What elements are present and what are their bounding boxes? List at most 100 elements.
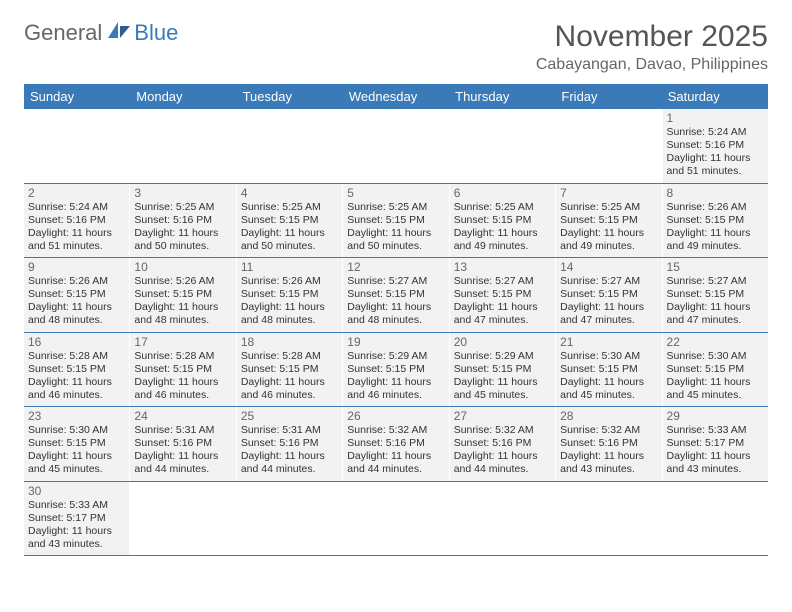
day-cell: 18Sunrise: 5:28 AMSunset: 5:15 PMDayligh… <box>237 333 343 407</box>
day-info-line: and 45 minutes. <box>454 389 551 402</box>
day-number: 10 <box>134 260 231 274</box>
day-info-line: Sunrise: 5:31 AM <box>134 424 231 437</box>
day-cell: 14Sunrise: 5:27 AMSunset: 5:15 PMDayligh… <box>556 258 662 332</box>
day-number: 9 <box>28 260 125 274</box>
day-cell: 23Sunrise: 5:30 AMSunset: 5:15 PMDayligh… <box>24 407 130 481</box>
weekday-header-row: SundayMondayTuesdayWednesdayThursdayFrid… <box>24 84 768 109</box>
day-info-line: Daylight: 11 hours <box>28 301 125 314</box>
day-info-line: and 44 minutes. <box>134 463 231 476</box>
day-number: 20 <box>454 335 551 349</box>
day-info-line: and 50 minutes. <box>241 240 338 253</box>
day-cell: 25Sunrise: 5:31 AMSunset: 5:16 PMDayligh… <box>237 407 343 481</box>
day-info-line: Sunset: 5:15 PM <box>454 288 551 301</box>
day-info-line: Sunrise: 5:26 AM <box>28 275 125 288</box>
day-info-line: Sunrise: 5:25 AM <box>134 201 231 214</box>
day-info-line: Sunrise: 5:27 AM <box>347 275 444 288</box>
day-number: 8 <box>667 186 764 200</box>
day-info-line: Sunset: 5:16 PM <box>667 139 764 152</box>
empty-cell <box>450 109 556 183</box>
week-row: 1Sunrise: 5:24 AMSunset: 5:16 PMDaylight… <box>24 109 768 184</box>
day-info-line: Sunset: 5:17 PM <box>667 437 764 450</box>
day-info-line: Sunset: 5:15 PM <box>241 288 338 301</box>
weekday-header: Saturday <box>662 84 768 109</box>
day-info-line: Daylight: 11 hours <box>134 301 231 314</box>
day-info-line: Sunset: 5:15 PM <box>28 437 125 450</box>
day-info-line: Sunset: 5:16 PM <box>347 437 444 450</box>
day-info-line: Sunrise: 5:25 AM <box>560 201 657 214</box>
day-info-line: Sunrise: 5:32 AM <box>560 424 657 437</box>
day-cell: 13Sunrise: 5:27 AMSunset: 5:15 PMDayligh… <box>450 258 556 332</box>
day-cell: 21Sunrise: 5:30 AMSunset: 5:15 PMDayligh… <box>556 333 662 407</box>
day-number: 21 <box>560 335 657 349</box>
day-info-line: Daylight: 11 hours <box>560 376 657 389</box>
day-info-line: Sunrise: 5:25 AM <box>454 201 551 214</box>
day-info-line: Daylight: 11 hours <box>560 450 657 463</box>
day-info-line: and 51 minutes. <box>667 165 764 178</box>
day-info-line: Sunset: 5:15 PM <box>667 288 764 301</box>
day-info-line: and 48 minutes. <box>134 314 231 327</box>
day-info-line: Sunrise: 5:33 AM <box>28 499 125 512</box>
empty-cell <box>24 109 130 183</box>
day-info-line: Sunset: 5:16 PM <box>134 437 231 450</box>
day-info-line: Sunset: 5:15 PM <box>28 288 125 301</box>
day-info-line: Daylight: 11 hours <box>667 152 764 165</box>
day-info-line: and 45 minutes. <box>28 463 125 476</box>
week-row: 9Sunrise: 5:26 AMSunset: 5:15 PMDaylight… <box>24 258 768 333</box>
day-cell: 7Sunrise: 5:25 AMSunset: 5:15 PMDaylight… <box>556 184 662 258</box>
day-info-line: Sunset: 5:15 PM <box>347 288 444 301</box>
day-info-line: Sunset: 5:16 PM <box>454 437 551 450</box>
day-cell: 24Sunrise: 5:31 AMSunset: 5:16 PMDayligh… <box>130 407 236 481</box>
day-info-line: and 49 minutes. <box>454 240 551 253</box>
day-info-line: Sunrise: 5:31 AM <box>241 424 338 437</box>
calendar: SundayMondayTuesdayWednesdayThursdayFrid… <box>24 84 768 556</box>
day-info-line: and 49 minutes. <box>667 240 764 253</box>
day-info-line: Sunset: 5:15 PM <box>667 214 764 227</box>
location-subtitle: Cabayangan, Davao, Philippines <box>536 56 768 74</box>
day-cell: 10Sunrise: 5:26 AMSunset: 5:15 PMDayligh… <box>130 258 236 332</box>
day-info-line: and 47 minutes. <box>454 314 551 327</box>
day-info-line: Daylight: 11 hours <box>560 227 657 240</box>
day-info-line: Sunrise: 5:27 AM <box>454 275 551 288</box>
day-number: 2 <box>28 186 125 200</box>
day-cell: 29Sunrise: 5:33 AMSunset: 5:17 PMDayligh… <box>663 407 768 481</box>
day-info-line: Daylight: 11 hours <box>347 450 444 463</box>
day-info-line: Sunset: 5:15 PM <box>28 363 125 376</box>
day-number: 30 <box>28 484 125 498</box>
day-info-line: Daylight: 11 hours <box>667 227 764 240</box>
day-number: 3 <box>134 186 231 200</box>
weekday-header: Friday <box>555 84 661 109</box>
day-info-line: Daylight: 11 hours <box>28 525 125 538</box>
day-cell: 12Sunrise: 5:27 AMSunset: 5:15 PMDayligh… <box>343 258 449 332</box>
day-info-line: Daylight: 11 hours <box>667 301 764 314</box>
week-row: 23Sunrise: 5:30 AMSunset: 5:15 PMDayligh… <box>24 407 768 482</box>
day-info-line: Sunrise: 5:25 AM <box>347 201 444 214</box>
day-number: 25 <box>241 409 338 423</box>
day-info-line: Sunset: 5:15 PM <box>560 214 657 227</box>
day-info-line: Sunset: 5:16 PM <box>560 437 657 450</box>
day-cell: 2Sunrise: 5:24 AMSunset: 5:16 PMDaylight… <box>24 184 130 258</box>
day-info-line: Sunset: 5:16 PM <box>28 214 125 227</box>
day-cell: 17Sunrise: 5:28 AMSunset: 5:15 PMDayligh… <box>130 333 236 407</box>
day-cell: 8Sunrise: 5:26 AMSunset: 5:15 PMDaylight… <box>663 184 768 258</box>
day-info-line: Daylight: 11 hours <box>134 450 231 463</box>
weekday-header: Tuesday <box>237 84 343 109</box>
day-info-line: Sunset: 5:15 PM <box>667 363 764 376</box>
day-info-line: and 46 minutes. <box>347 389 444 402</box>
week-row: 16Sunrise: 5:28 AMSunset: 5:15 PMDayligh… <box>24 333 768 408</box>
day-info-line: and 50 minutes. <box>347 240 444 253</box>
day-info-line: Sunset: 5:15 PM <box>560 288 657 301</box>
day-info-line: Daylight: 11 hours <box>454 450 551 463</box>
day-info-line: and 50 minutes. <box>134 240 231 253</box>
day-info-line: and 46 minutes. <box>134 389 231 402</box>
empty-cell <box>663 482 768 556</box>
day-cell: 3Sunrise: 5:25 AMSunset: 5:16 PMDaylight… <box>130 184 236 258</box>
day-cell: 19Sunrise: 5:29 AMSunset: 5:15 PMDayligh… <box>343 333 449 407</box>
brand-word-2: Blue <box>134 20 178 46</box>
day-info-line: and 44 minutes. <box>454 463 551 476</box>
day-info-line: Sunset: 5:15 PM <box>560 363 657 376</box>
day-info-line: Daylight: 11 hours <box>667 376 764 389</box>
day-info-line: Sunrise: 5:24 AM <box>667 126 764 139</box>
weekday-header: Wednesday <box>343 84 449 109</box>
day-info-line: Sunrise: 5:30 AM <box>28 424 125 437</box>
weekday-header: Monday <box>130 84 236 109</box>
